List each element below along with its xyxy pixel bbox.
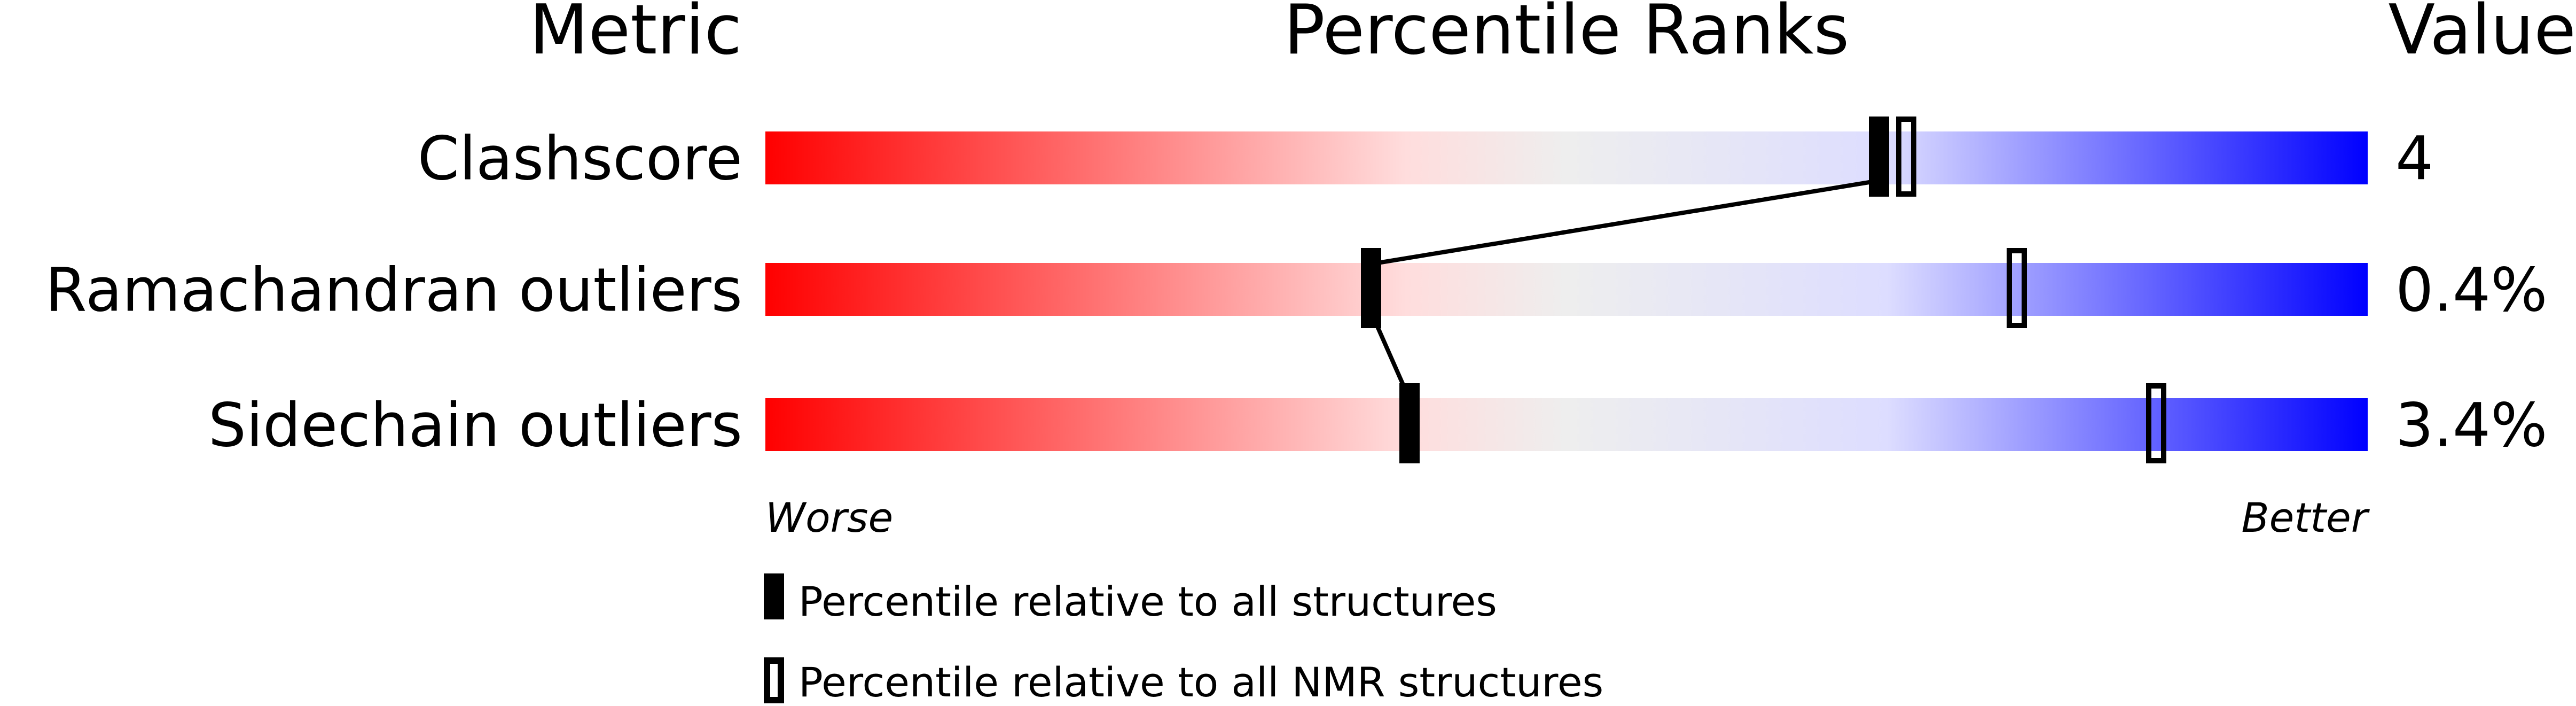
- metric-label: Ramachandran outliers: [45, 256, 742, 325]
- header-value: Value: [2389, 0, 2576, 70]
- rows: Clashscore 4 Ramachandran outliers 0.4% Side…: [45, 125, 2548, 461]
- percentile-bar: [765, 131, 2368, 184]
- axis-better-label: Better: [2242, 494, 2370, 541]
- marker-nmr: [2007, 248, 2027, 328]
- metric-label: Sidechain outliers: [208, 391, 742, 461]
- header-percentile: Percentile Ranks: [1284, 0, 1850, 70]
- marker-nmr: [1896, 117, 1916, 197]
- axis-worse-label: Worse: [765, 494, 893, 541]
- legend-filled-marker: [764, 573, 784, 619]
- marker-nmr: [2146, 383, 2166, 463]
- legend-all-label: Percentile relative to all structures: [798, 578, 1497, 625]
- metric-label: Clashscore: [418, 125, 742, 194]
- marker-all: [1869, 117, 1889, 197]
- percentile-bar: [765, 398, 2368, 451]
- metric-value: 4: [2395, 125, 2433, 194]
- metric-value: 3.4%: [2395, 391, 2548, 461]
- metric-value: 0.4%: [2395, 256, 2548, 325]
- legend-nmr-label: Percentile relative to all NMR structure…: [798, 658, 1603, 706]
- percentile-bar: [765, 263, 2368, 316]
- connector-line: [1371, 179, 1880, 266]
- marker-all: [1399, 383, 1420, 463]
- legend-open-marker: [764, 657, 784, 703]
- markers: [1361, 117, 2166, 463]
- header-metric: Metric: [529, 0, 742, 70]
- marker-all: [1361, 248, 1381, 328]
